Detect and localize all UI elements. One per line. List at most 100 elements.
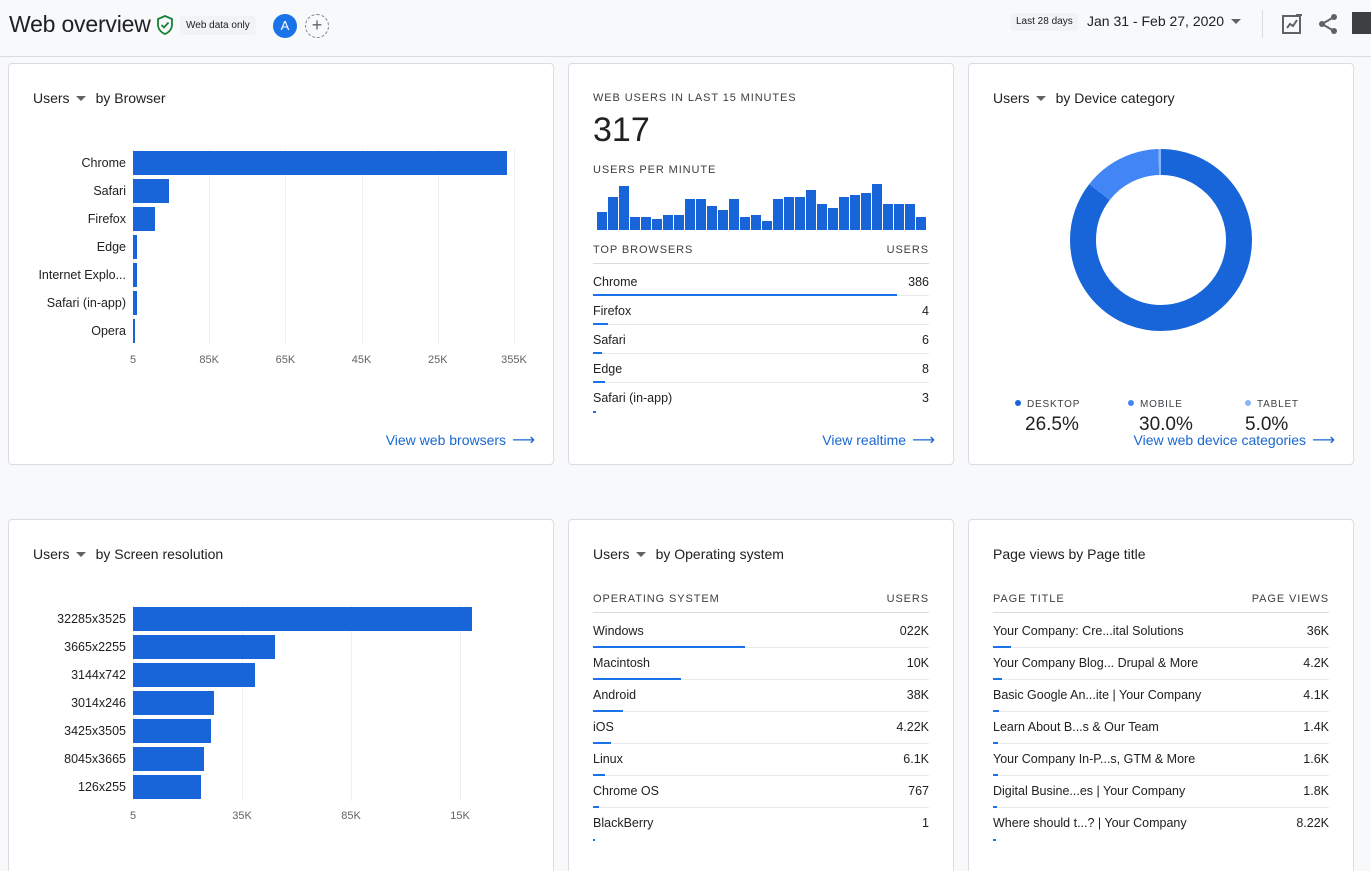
- bar-row[interactable]: Opera: [9, 317, 555, 345]
- donut-slice-tablet[interactable]: [1070, 149, 1252, 331]
- bar-row[interactable]: 8045x3665: [9, 745, 555, 773]
- sparkline-bar[interactable]: [663, 214, 673, 230]
- sparkline-bar[interactable]: [707, 205, 717, 230]
- table-row[interactable]: Basic Google An...ite | Your Company 4.1K: [993, 680, 1329, 712]
- bar[interactable]: [133, 635, 276, 659]
- comparison-avatar[interactable]: A: [273, 14, 297, 38]
- sparkline-bar[interactable]: [916, 216, 926, 230]
- sparkline-bar[interactable]: [762, 221, 772, 230]
- bar[interactable]: [133, 291, 137, 315]
- sparkline-bar[interactable]: [883, 203, 893, 230]
- view-web-browsers-link[interactable]: View web browsers ⟶: [386, 430, 535, 450]
- bar-row[interactable]: 3144x742: [9, 661, 555, 689]
- bar[interactable]: [133, 663, 256, 687]
- sparkline-bar[interactable]: [806, 190, 816, 230]
- insights-button[interactable]: [1352, 12, 1371, 34]
- table-row[interactable]: Your Company In-P...s, GTM & More 1.6K: [993, 744, 1329, 776]
- metric-selector[interactable]: Users: [993, 90, 1030, 106]
- bar[interactable]: [133, 775, 201, 799]
- web-data-only-badge[interactable]: Web data only: [180, 16, 256, 35]
- sparkline-bar[interactable]: [740, 216, 750, 230]
- bar[interactable]: [133, 319, 136, 343]
- sparkline-bar[interactable]: [773, 199, 783, 230]
- metric-selector[interactable]: Users: [33, 546, 70, 562]
- table-row[interactable]: BlackBerry 1: [593, 808, 929, 841]
- table-row[interactable]: Your Company Blog... Drupal & More 4.2K: [993, 648, 1329, 680]
- bar-row[interactable]: Chrome: [9, 149, 555, 177]
- sparkline-bar[interactable]: [861, 192, 871, 230]
- bar-row[interactable]: 3665x2255: [9, 633, 555, 661]
- bar[interactable]: [133, 179, 169, 203]
- table-row[interactable]: Digital Busine...es | Your Company 1.8K: [993, 776, 1329, 808]
- bar[interactable]: [133, 235, 137, 259]
- sparkline-bar[interactable]: [850, 194, 860, 230]
- sparkline-bar[interactable]: [597, 212, 607, 230]
- table-row[interactable]: Chrome 386: [593, 267, 929, 296]
- sparkline-bar[interactable]: [784, 197, 794, 230]
- table-row[interactable]: Firefox 4: [593, 296, 929, 325]
- bar-row[interactable]: 3425x3505: [9, 717, 555, 745]
- sparkline-bar[interactable]: [630, 216, 640, 230]
- chevron-down-icon[interactable]: [1035, 95, 1046, 101]
- date-preset-chip[interactable]: Last 28 days: [1011, 13, 1078, 31]
- chevron-down-icon[interactable]: [75, 95, 86, 101]
- chevron-down-icon[interactable]: [75, 551, 86, 557]
- bar-row[interactable]: Safari (in-app): [9, 289, 555, 317]
- table-row[interactable]: Chrome OS 767: [593, 776, 929, 808]
- sparkline-bar[interactable]: [619, 186, 629, 230]
- bar-row[interactable]: 32285x3525: [9, 605, 555, 633]
- sparkline-bar[interactable]: [751, 214, 761, 230]
- sparkline-bar[interactable]: [795, 197, 805, 230]
- sparkline-bar[interactable]: [685, 199, 695, 230]
- add-comparison-button[interactable]: +: [305, 14, 329, 38]
- sparkline-bar[interactable]: [674, 214, 684, 230]
- sparkline-bar[interactable]: [872, 183, 882, 230]
- chevron-down-icon[interactable]: [1231, 19, 1241, 24]
- bar[interactable]: [133, 207, 155, 231]
- metric-selector[interactable]: Users: [33, 90, 70, 106]
- share-icon[interactable]: [1318, 13, 1338, 35]
- sparkline-bar[interactable]: [828, 208, 838, 230]
- table-row[interactable]: iOS 4.22K: [593, 712, 929, 744]
- table-row[interactable]: Android 38K: [593, 680, 929, 712]
- view-realtime-link[interactable]: View realtime ⟶: [822, 430, 935, 450]
- view-device-categories-link[interactable]: View web device categories ⟶: [1134, 430, 1335, 450]
- sparkline-bar[interactable]: [696, 199, 706, 230]
- bar-row[interactable]: Firefox: [9, 205, 555, 233]
- link-label: View web device categories: [1133, 432, 1307, 448]
- table-row[interactable]: Where should t...? | Your Company 8.22K: [993, 808, 1329, 841]
- bar[interactable]: [133, 747, 205, 771]
- sparkline-bar[interactable]: [652, 219, 662, 230]
- customize-report-icon[interactable]: [1281, 13, 1303, 35]
- bar-row[interactable]: Internet Explo...: [9, 261, 555, 289]
- table-row[interactable]: Macintosh 10K: [593, 648, 929, 680]
- table-row[interactable]: Safari 6: [593, 325, 929, 354]
- bar[interactable]: [133, 691, 215, 715]
- table-row[interactable]: Edge 8: [593, 354, 929, 383]
- sparkline-bar[interactable]: [817, 203, 827, 230]
- chevron-down-icon[interactable]: [635, 551, 646, 557]
- sparkline-bar[interactable]: [894, 203, 904, 230]
- bar-row[interactable]: Safari: [9, 177, 555, 205]
- bar[interactable]: [133, 263, 137, 287]
- sparkline-bar[interactable]: [718, 210, 728, 230]
- table-row[interactable]: Learn About B...s & Our Team 1.4K: [993, 712, 1329, 744]
- table-row[interactable]: Linux 6.1K: [593, 744, 929, 776]
- device-donut-chart: [1070, 149, 1252, 331]
- table-row[interactable]: Your Company: Cre...ital Solutions 36K: [993, 616, 1329, 648]
- bar-row[interactable]: 126x255: [9, 773, 555, 801]
- sparkline-bar[interactable]: [729, 199, 739, 230]
- sparkline-bar[interactable]: [905, 203, 915, 230]
- table-row[interactable]: Windows 022K: [593, 616, 929, 648]
- date-range-picker[interactable]: Jan 31 - Feb 27, 2020: [1087, 13, 1224, 29]
- bar-row[interactable]: Edge: [9, 233, 555, 261]
- sparkline-bar[interactable]: [608, 197, 618, 230]
- sparkline-bar[interactable]: [839, 197, 849, 230]
- metric-selector[interactable]: Users: [593, 546, 630, 562]
- bar[interactable]: [133, 719, 211, 743]
- sparkline-bar[interactable]: [641, 216, 651, 230]
- table-row[interactable]: Safari (in-app) 3: [593, 383, 929, 413]
- bar[interactable]: [133, 151, 507, 175]
- bar[interactable]: [133, 607, 472, 631]
- bar-row[interactable]: 3014x246: [9, 689, 555, 717]
